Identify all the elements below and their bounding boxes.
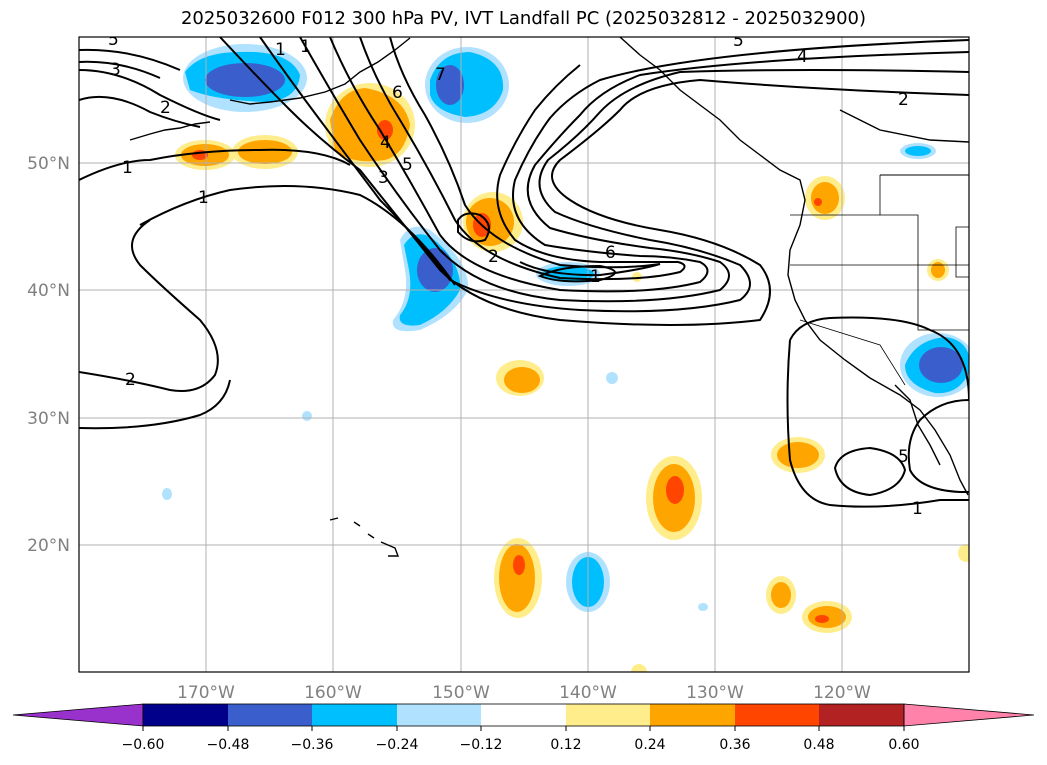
map-frame xyxy=(78,36,970,673)
lon-label: 170°W xyxy=(177,683,235,703)
positive-anomaly-areas xyxy=(175,83,969,672)
contour-label: 1 xyxy=(122,158,133,178)
contour-label: 6 xyxy=(392,83,403,103)
lat-label: 40°N xyxy=(27,281,70,301)
contour-label-group: 5 3 2 1 1 2 1 3 4 5 6 7 1 2 1 6 5 4 2 5 … xyxy=(108,30,923,519)
lat-label: 50°N xyxy=(27,154,70,174)
colorbar-tick-label: −0.24 xyxy=(376,737,419,753)
contour-label: 2 xyxy=(898,90,909,110)
negative-anomaly-areas xyxy=(162,44,969,612)
lat-label: 20°N xyxy=(27,536,70,556)
longitude-labels: 170°W 160°W 150°W 140°W 130°W 120°W xyxy=(177,683,871,703)
contour-label: 6 xyxy=(605,243,616,263)
lon-label: 130°W xyxy=(686,683,744,703)
contour-label: 3 xyxy=(378,168,389,188)
colorbar-swatch xyxy=(566,704,650,726)
colorbar-swatch xyxy=(819,704,904,726)
colorbar-extend-low xyxy=(12,703,144,727)
contour-label: 2 xyxy=(488,247,499,267)
contour-label: 1 xyxy=(590,267,601,287)
contour-label: 1 xyxy=(300,37,311,57)
colorbar-swatch xyxy=(143,704,228,726)
colorbar: −0.60 −0.48 −0.36 −0.24 −0.12 0.12 0.24 … xyxy=(12,703,1035,753)
lat-label: 30°N xyxy=(27,409,70,429)
chart-title: 2025032600 F012 300 hPa PV, IVT Landfall… xyxy=(180,8,867,29)
contour-label: 3 xyxy=(110,60,121,80)
colorbar-tick-label: 0.24 xyxy=(634,737,665,753)
contour-label: 4 xyxy=(797,47,808,67)
colorbar-tick-label: 0.60 xyxy=(888,737,919,753)
contour-label: 1 xyxy=(198,188,209,208)
latitude-labels: 50°N 40°N 30°N 20°N xyxy=(27,154,70,556)
colorbar-tick-label: 0.36 xyxy=(719,737,750,753)
colorbar-tick-label: 0.48 xyxy=(803,737,834,753)
contour-label: 5 xyxy=(108,30,119,50)
colorbar-tick-label: −0.48 xyxy=(207,737,250,753)
colorbar-tick-label: −0.12 xyxy=(460,737,503,753)
pv-contours xyxy=(79,37,969,508)
contour-label: 7 xyxy=(435,65,446,85)
colorbar-tick-label: −0.60 xyxy=(122,737,165,753)
lon-label: 120°W xyxy=(813,683,871,703)
colorbar-swatch xyxy=(481,704,566,726)
graticule xyxy=(79,37,969,672)
contour-label: 5 xyxy=(402,155,413,175)
lon-label: 150°W xyxy=(432,683,490,703)
coastlines xyxy=(129,37,969,557)
lon-label: 140°W xyxy=(559,683,617,703)
colorbar-swatch xyxy=(312,704,397,726)
contour-label: 4 xyxy=(380,133,391,153)
contour-label: 5 xyxy=(733,31,744,51)
contour-label: 1 xyxy=(275,40,286,60)
contour-label: 2 xyxy=(125,370,136,390)
colorbar-swatch xyxy=(735,704,819,726)
colorbar-swatch xyxy=(397,704,481,726)
colorbar-tick-label: −0.36 xyxy=(291,737,334,753)
colorbar-tick-label: 0.12 xyxy=(550,737,581,753)
lon-label: 160°W xyxy=(304,683,362,703)
colorbar-extend-high xyxy=(903,703,1035,727)
contour-label: 1 xyxy=(912,499,923,519)
colorbar-swatch xyxy=(228,704,312,726)
contour-label: 5 xyxy=(898,447,909,467)
contour-label: 2 xyxy=(160,98,171,118)
colorbar-swatch xyxy=(650,704,735,726)
